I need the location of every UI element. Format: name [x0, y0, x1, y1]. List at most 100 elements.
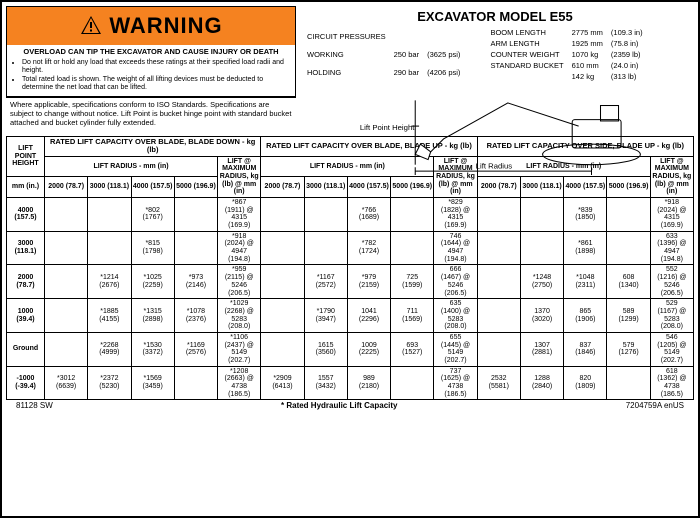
lift-cell: [477, 231, 520, 265]
lift-cell: [261, 231, 304, 265]
lift-cell: *973 (2146): [174, 265, 217, 299]
lift-cell: *1208 (2663) @4738 (186.5): [218, 366, 261, 400]
lift-cell: 618 (1362) @4738 (186.5): [650, 366, 693, 400]
lift-cell: 589 (1299): [607, 299, 650, 333]
lift-cell: 666 (1467) @5246 (206.5): [434, 265, 477, 299]
lift-cell: *1106 (2437) @5149 (202.7): [218, 332, 261, 366]
lift-cell: 1000 (39.4): [7, 299, 45, 333]
lift-cell: 1288 (2840): [520, 366, 563, 400]
lift-cell: *1029 (2268) @5283 (208.0): [218, 299, 261, 333]
lift-cell: [88, 197, 131, 231]
lift-cell: 633 (1396) @4947 (194.8): [650, 231, 693, 265]
lift-cell: [477, 265, 520, 299]
warning-triangle-icon: [79, 14, 103, 38]
footer-right: 7204759A enUS: [626, 401, 684, 410]
lift-cell: 552 (1216) @5246 (206.5): [650, 265, 693, 299]
lift-cell: 837 (1846): [564, 332, 607, 366]
lift-cell: [304, 231, 347, 265]
warning-bullet: Do not lift or hold any load that exceed…: [22, 59, 290, 75]
lift-cell: *861 (1898): [564, 231, 607, 265]
lift-cell: [45, 265, 88, 299]
lift-cell: [261, 265, 304, 299]
lift-cell: *3012 (6639): [45, 366, 88, 400]
lift-cell: 2532 (5581): [477, 366, 520, 400]
lift-cell: [261, 299, 304, 333]
lift-cell: 546 (1205) @5149 (202.7): [650, 332, 693, 366]
footer-mid: * Rated Hydraulic Lift Capacity: [53, 401, 626, 410]
lift-cell: *1167 (2572): [304, 265, 347, 299]
lift-cell: *1025 (2259): [131, 265, 174, 299]
lift-cell: 711 (1569): [391, 299, 434, 333]
warning-body: OVERLOAD CAN TIP THE EXCAVATOR AND CAUSE…: [7, 45, 295, 96]
lift-cell: Ground: [7, 332, 45, 366]
warning-heading: OVERLOAD CAN TIP THE EXCAVATOR AND CAUSE…: [12, 48, 290, 57]
footer: 81128 SW * Rated Hydraulic Lift Capacity…: [6, 400, 694, 411]
lift-cell: *918 (2024) @4315 (169.9): [650, 197, 693, 231]
lift-cell: [45, 332, 88, 366]
lift-cell: [477, 299, 520, 333]
lift-cell: 989 (2180): [347, 366, 390, 400]
lift-cell: [477, 332, 520, 366]
lift-cell: *1790 (3947): [304, 299, 347, 333]
lift-cell: [391, 197, 434, 231]
lift-cell: *2268 (4999): [88, 332, 131, 366]
footer-left: 81128 SW: [16, 401, 53, 410]
lift-cell: [174, 197, 217, 231]
lift-cell: [607, 231, 650, 265]
lift-point-label: Lift Point Height: [360, 123, 415, 132]
lift-radius-label: Lift Radius: [476, 162, 513, 171]
lift-cell: 1557 (3432): [304, 366, 347, 400]
lift-cell: 746 (1644) @4947 (194.8): [434, 231, 477, 265]
lift-cell: [304, 197, 347, 231]
lift-cell: 1009 (2225): [347, 332, 390, 366]
lift-cell: 529 (1167) @5283 (208.0): [650, 299, 693, 333]
lift-cell: *815 (1798): [131, 231, 174, 265]
warning-header: WARNING: [7, 7, 295, 45]
lift-cell: 1307 (2881): [520, 332, 563, 366]
lift-cell: *1248 (2750): [520, 265, 563, 299]
top-section: WARNING OVERLOAD CAN TIP THE EXCAVATOR A…: [6, 6, 694, 136]
load-chart: WARNING OVERLOAD CAN TIP THE EXCAVATOR A…: [0, 0, 700, 518]
lift-cell: *829 (1828) @4315 (169.9): [434, 197, 477, 231]
lift-cell: [391, 231, 434, 265]
warning-bullet: Total rated load is shown. The weight of…: [22, 76, 290, 92]
lift-cell: *2372 (5230): [88, 366, 131, 400]
lift-cell: 737(1625) @4738 (186.5): [434, 366, 477, 400]
lift-cell: *1885 (4155): [88, 299, 131, 333]
lift-cell: [45, 299, 88, 333]
lift-cell: [520, 197, 563, 231]
lift-cell: *979 (2159): [347, 265, 390, 299]
lift-cell: [261, 197, 304, 231]
lift-cell: [45, 231, 88, 265]
lift-cell: *1569 (3459): [131, 366, 174, 400]
spec-panel: EXCAVATOR MODEL E55 CIRCUIT PRESSURESWOR…: [296, 6, 694, 136]
lift-cell: *1169 (2576): [174, 332, 217, 366]
lift-cell: 865 (1906): [564, 299, 607, 333]
lift-cell: 1370 (3020): [520, 299, 563, 333]
lift-cell: [477, 197, 520, 231]
lift-cell: *802 (1767): [131, 197, 174, 231]
lift-cell: *766 (1689): [347, 197, 390, 231]
lift-cell: 693 (1527): [391, 332, 434, 366]
lift-cell: *1315 (2898): [131, 299, 174, 333]
specs-left: CIRCUIT PRESSURESWORKING250 bar(3625 psi…: [302, 26, 465, 83]
lift-cell: [261, 332, 304, 366]
diagram: Lift Point Height Lift Radius: [302, 85, 688, 180]
specs-block: CIRCUIT PRESSURESWORKING250 bar(3625 psi…: [302, 26, 688, 83]
model-title: EXCAVATOR MODEL E55: [302, 9, 688, 24]
lift-cell: [520, 231, 563, 265]
lift-cell: 1041 (2296): [347, 299, 390, 333]
warning-label: WARNING: [109, 13, 222, 39]
lift-cell: 820 (1809): [564, 366, 607, 400]
lift-cell: *782 (1724): [347, 231, 390, 265]
lift-cell: 2000 (78.7): [7, 265, 45, 299]
lift-cell: *918 (2024) @4947 (194.8): [218, 231, 261, 265]
lift-cell: [607, 197, 650, 231]
lift-cell: [174, 366, 217, 400]
lift-cell: *1214 (2676): [88, 265, 131, 299]
lift-cell: [391, 366, 434, 400]
excavator-icon: Lift Point Height Lift Radius: [302, 85, 688, 180]
lift-cell: -1000 (-39.4): [7, 366, 45, 400]
lift-cell: *1078 (2376): [174, 299, 217, 333]
lift-cell: 608 (1340): [607, 265, 650, 299]
